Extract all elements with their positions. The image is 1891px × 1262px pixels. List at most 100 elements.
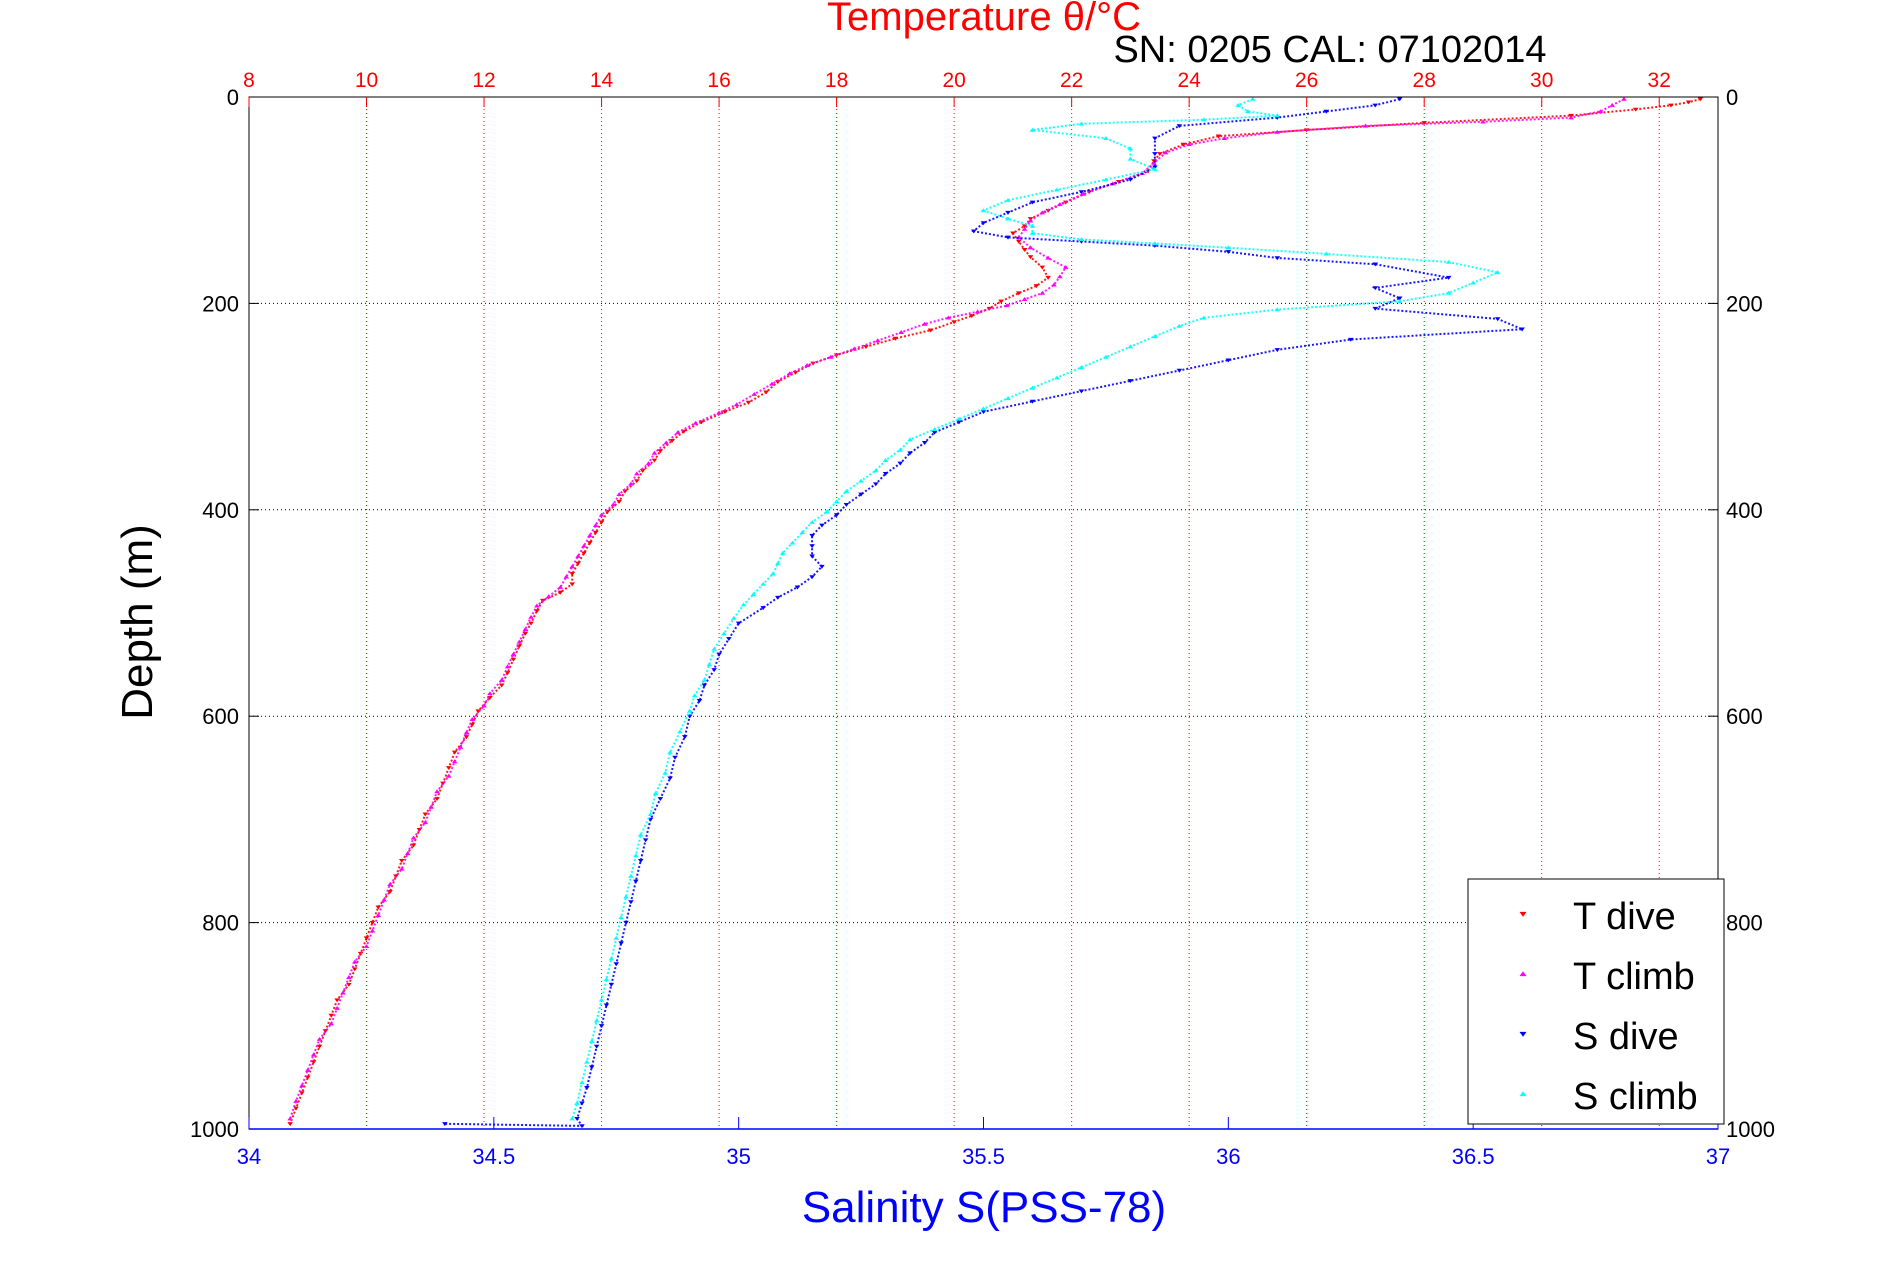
- data-point-s-dive: [1005, 210, 1011, 215]
- data-point-t-climb: [1221, 136, 1228, 140]
- data-point-s-dive: [1152, 152, 1158, 156]
- data-point-t-dive: [1215, 134, 1222, 139]
- data-point-t-dive: [1010, 231, 1016, 236]
- data-point-t-climb: [651, 450, 658, 455]
- data-point-t-climb: [575, 554, 581, 558]
- tick-label-temperature: 32: [1648, 69, 1671, 92]
- tick-label-salinity: 36: [1216, 1144, 1240, 1169]
- data-point-s-dive: [897, 461, 904, 466]
- data-point-t-climb: [369, 928, 376, 933]
- data-point-t-climb: [1080, 191, 1087, 196]
- data-point-s-climb: [872, 468, 879, 473]
- tick-label-temperature: 12: [472, 69, 495, 92]
- data-point-s-dive: [1396, 296, 1403, 301]
- data-point-s-dive: [794, 585, 801, 590]
- data-point-s-dive: [608, 982, 615, 987]
- data-point-s-dive: [858, 492, 864, 497]
- tick-label-depth-right: 0: [1726, 85, 1738, 110]
- data-point-t-dive: [745, 400, 752, 405]
- data-point-s-climb: [1176, 323, 1183, 328]
- data-point-s-climb: [569, 1116, 575, 1121]
- data-point-s-climb: [779, 550, 786, 555]
- series-s-climb: [569, 96, 1501, 1121]
- data-point-s-dive: [1323, 109, 1330, 114]
- data-point-t-climb: [299, 1083, 305, 1088]
- data-point-s-climb: [1445, 259, 1452, 264]
- data-point-s-climb: [1396, 299, 1403, 304]
- data-point-t-climb: [481, 703, 487, 708]
- data-point-t-climb: [1186, 142, 1192, 147]
- data-point-t-climb: [510, 652, 517, 656]
- data-point-t-climb: [1274, 129, 1281, 134]
- series-trace-t-climb: [289, 98, 1625, 1120]
- data-point-t-climb: [1039, 290, 1046, 295]
- data-point-t-dive: [1021, 248, 1028, 252]
- data-point-s-climb: [843, 488, 850, 493]
- y-axis-label: Depth (m): [113, 524, 162, 720]
- data-point-s-climb: [882, 458, 889, 462]
- tick-label-temperature: 10: [355, 69, 378, 92]
- data-point-s-dive: [613, 962, 620, 967]
- tick-label-temperature: 18: [825, 69, 848, 92]
- data-point-t-climb: [804, 363, 811, 367]
- data-point-s-dive: [1225, 358, 1232, 363]
- tick-label-depth-left: 1000: [190, 1117, 239, 1142]
- data-point-s-climb: [1152, 241, 1158, 246]
- data-point-s-dive: [618, 941, 624, 946]
- data-point-t-dive: [1632, 107, 1639, 112]
- data-point-t-climb: [898, 330, 905, 334]
- data-point-s-climb: [1201, 117, 1207, 122]
- legend-marker-t-dive: [1519, 911, 1527, 917]
- data-point-s-dive: [872, 482, 879, 487]
- data-point-t-dive: [569, 572, 575, 577]
- axes: 8 10 12 14 16 18 20 22 24 26 28 30 32 0 0 200 200 400 400 6…: [190, 69, 1775, 1169]
- data-point-s-dive: [603, 1003, 610, 1008]
- data-point-t-climb: [534, 603, 540, 608]
- tick-label-temperature: 20: [942, 69, 965, 92]
- data-point-s-dive: [760, 606, 766, 611]
- legend-marker-s-climb: [1519, 1091, 1527, 1097]
- tick-label-salinity: 36.5: [1452, 1144, 1495, 1169]
- data-point-t-dive: [581, 551, 587, 556]
- legend-label-t-dive: T dive: [1573, 896, 1676, 938]
- data-point-t-climb: [487, 691, 493, 696]
- data-point-s-dive: [701, 683, 708, 688]
- data-point-t-climb: [1021, 226, 1028, 231]
- data-point-t-climb: [304, 1067, 311, 1072]
- data-point-s-climb: [1029, 127, 1036, 132]
- data-point-t-climb: [528, 614, 534, 619]
- tick-label-depth-left: 0: [227, 85, 239, 110]
- data-point-s-climb: [1005, 197, 1011, 202]
- data-point-s-climb: [833, 499, 840, 504]
- data-point-s-climb: [637, 832, 644, 837]
- data-point-s-climb: [691, 693, 698, 698]
- data-point-t-dive: [639, 468, 646, 473]
- data-point-s-climb: [1103, 354, 1109, 359]
- data-point-s-climb: [706, 662, 713, 667]
- data-point-s-climb: [824, 509, 830, 514]
- data-point-s-climb: [593, 1018, 600, 1023]
- series-trace-s-climb: [571, 98, 1501, 1120]
- data-point-t-dive: [1015, 239, 1022, 244]
- data-point-s-climb: [1152, 334, 1158, 339]
- data-point-s-dive: [1029, 200, 1036, 205]
- data-point-t-climb: [557, 584, 564, 589]
- data-point-s-dive: [657, 797, 664, 801]
- legend-box: [1467, 878, 1725, 1125]
- data-point-s-climb: [618, 915, 624, 920]
- data-point-s-dive: [1396, 97, 1403, 102]
- data-point-t-climb: [504, 664, 511, 669]
- data-point-s-dive: [1078, 190, 1085, 195]
- data-point-s-climb: [809, 519, 815, 524]
- tick-label-depth-right: 1000: [1726, 1117, 1775, 1142]
- legend-marker-t-climb: [1519, 971, 1527, 977]
- x-axis-label-salinity: Salinity S(PSS-78): [802, 1183, 1166, 1232]
- data-point-t-climb: [563, 574, 570, 579]
- data-point-s-climb: [1274, 307, 1281, 312]
- tick-label-depth-right: 800: [1726, 911, 1763, 936]
- data-point-s-climb: [1078, 365, 1085, 370]
- data-point-s-dive: [726, 637, 732, 642]
- data-point-t-climb: [1151, 160, 1157, 165]
- data-point-s-dive: [584, 1086, 590, 1090]
- data-point-s-climb: [1235, 103, 1241, 107]
